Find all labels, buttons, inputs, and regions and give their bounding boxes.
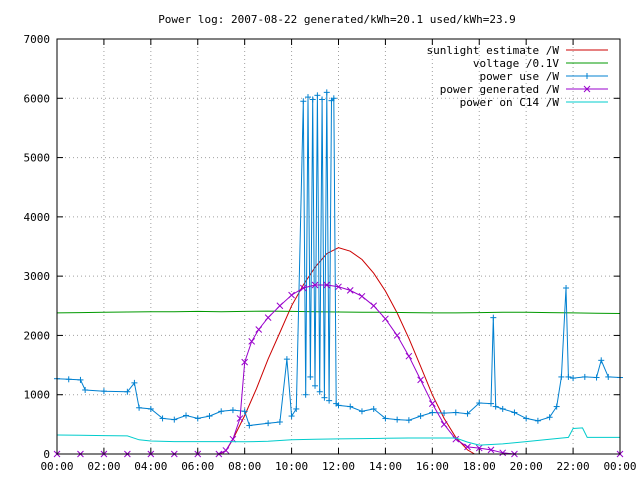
data-point-marker [236,415,244,422]
data-point-marker [276,302,284,310]
x-tick-label: 08:00 [228,460,261,473]
data-point-marker [475,444,483,452]
legend-label: sunlight estimate /W [427,44,560,57]
data-point-marker [346,287,354,294]
data-point-marker [222,447,230,454]
x-tick-label: 00:00 [603,460,636,473]
data-point-marker [229,435,237,443]
data-point-marker [464,443,471,451]
data-point-marker [393,332,401,339]
data-point-marker [583,85,591,93]
x-tick-label: 00:00 [40,460,73,473]
data-point-marker [241,358,249,366]
x-tick-label: 22:00 [557,460,590,473]
data-point-marker [323,281,331,289]
data-point-marker [440,421,448,428]
series-3 [53,281,624,458]
data-point-marker [428,400,436,407]
chart-title: Power log: 2007-08-22 generated/kWh=20.1… [158,13,516,26]
legend-label: power on C14 /W [460,96,560,109]
x-tick-label: 18:00 [463,460,496,473]
series-2 [54,89,623,429]
legend-label: power generated /W [440,83,560,96]
data-point-marker [499,449,507,457]
series-line [56,310,621,314]
series-line [56,427,620,446]
data-point-marker [382,315,389,323]
series-4 [56,427,620,446]
data-point-marker [248,338,256,345]
data-point-marker [417,376,424,384]
data-point-marker [255,326,263,333]
legend-label: power use /W [480,70,560,83]
data-point-marker [452,435,460,443]
data-point-marker [264,314,272,321]
series-line [57,284,620,455]
tick-layer: 00:00 02:00 04:00 06:00 08:00 10:00 12:00 14:00… [24,33,637,473]
y-tick-label: 5000 [24,152,51,165]
data-point-marker [370,302,378,310]
y-tick-label: 0 [43,448,50,461]
legend-label: voltage /0.1V [473,57,559,70]
y-tick-label: 4000 [24,211,51,224]
y-tick-label: 2000 [24,329,51,342]
x-tick-label: 10:00 [275,460,308,473]
data-point-marker [299,284,307,292]
x-tick-label: 02:00 [87,460,120,473]
data-point-marker [487,446,495,454]
data-point-marker [311,281,319,289]
y-tick-label: 6000 [24,92,51,105]
series-1 [56,310,621,314]
x-tick-label: 16:00 [416,460,449,473]
x-tick-label: 04:00 [134,460,167,473]
series-layer [53,89,624,458]
x-tick-label: 12:00 [322,460,355,473]
data-point-marker [358,292,366,300]
y-tick-label: 7000 [24,33,51,46]
x-tick-label: 14:00 [369,460,402,473]
data-point-marker [288,291,295,299]
y-tick-label: 3000 [24,270,51,283]
data-point-marker [335,283,342,291]
y-tick-label: 1000 [24,389,51,402]
data-point-marker [405,352,413,360]
x-tick-label: 06:00 [181,460,214,473]
x-tick-label: 20:00 [510,460,543,473]
plot-frame [56,38,621,455]
